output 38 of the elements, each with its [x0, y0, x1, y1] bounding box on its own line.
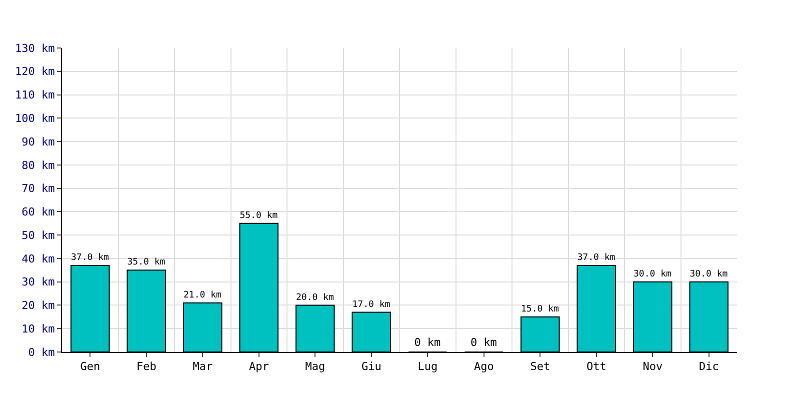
y-tick-label: 0 km: [28, 346, 56, 359]
x-tick-label: Mar: [192, 360, 213, 374]
data-label: 37.0 km: [71, 253, 109, 264]
data-label: 30.0 km: [634, 269, 672, 280]
y-tick-label: 110 km: [15, 88, 56, 102]
y-tick-label: 60 km: [22, 206, 56, 219]
x-tick-label: Dic: [698, 360, 719, 374]
x-tick-label: Feb: [136, 360, 156, 374]
data-label: 17.0 km: [352, 300, 390, 310]
x-tick-label: Ago: [474, 360, 494, 374]
x-tick-label: Giu: [361, 360, 382, 374]
y-tick-label: 90 km: [22, 135, 56, 148]
data-label: 0 km: [414, 336, 442, 349]
x-tick-label: Set: [530, 360, 550, 374]
data-label: 37.0 km: [577, 253, 616, 264]
x-tick-label: Gen: [80, 360, 100, 374]
x-tick-label: Ott: [586, 360, 606, 374]
data-label: 21.0 km: [184, 290, 222, 300]
data-label: 30.0 km: [690, 269, 728, 280]
y-tick-label: 10 km: [22, 322, 56, 336]
data-label: 20.0 km: [296, 292, 334, 303]
data-label: 55.0 km: [240, 210, 278, 221]
y-tick-label: 50 km: [22, 228, 56, 242]
x-tick-label: Apr: [248, 360, 270, 374]
y-tick-label: 130 km: [15, 42, 56, 55]
y-tick-label: 70 km: [22, 182, 56, 196]
data-label: 0 km: [470, 336, 498, 349]
y-tick-label: 40 km: [22, 252, 56, 266]
data-label: 15.0 km: [521, 304, 559, 314]
data-label: 35.0 km: [127, 258, 166, 268]
y-tick-label: 100 km: [15, 112, 56, 125]
y-tick-label: 30 km: [22, 276, 56, 289]
x-tick-label: Lug: [418, 360, 438, 374]
y-tick-label: 120 km: [15, 65, 56, 78]
x-tick-label: Nov: [642, 360, 663, 374]
x-tick-label: Mag: [305, 360, 326, 374]
y-tick-label: 80 km: [22, 158, 56, 172]
y-tick-label: 20 km: [22, 299, 56, 312]
